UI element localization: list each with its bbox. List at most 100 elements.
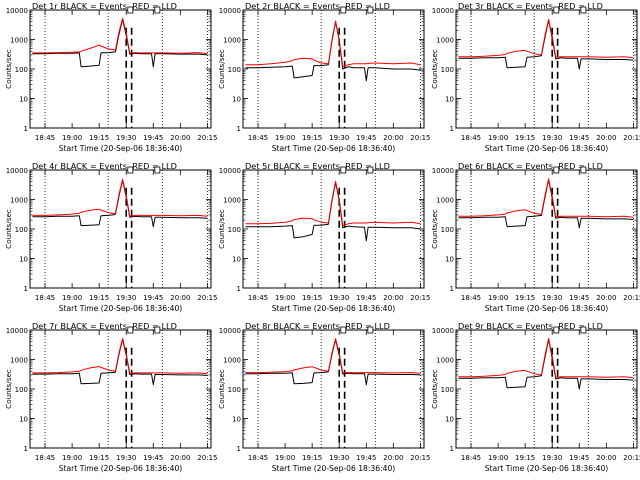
x-tick-label: 19:30 bbox=[116, 134, 136, 142]
x-axis-title: Start Time (20-Sep-06 18:36:40) bbox=[272, 144, 396, 153]
y-tick-label: 1 bbox=[450, 285, 454, 293]
x-tick-label: 19:30 bbox=[329, 454, 349, 462]
y-tick-label: 1000 bbox=[436, 37, 454, 45]
x-tick-label: 19:00 bbox=[275, 134, 295, 142]
x-tick-label: 20:00 bbox=[383, 134, 403, 142]
y-tick-label: 10000 bbox=[219, 327, 241, 335]
y-tick-label: 100 bbox=[15, 66, 28, 74]
y-axis-title: Counts/sec bbox=[4, 369, 13, 409]
x-tick-label: 19:30 bbox=[542, 134, 562, 142]
x-tick-label: 19:45 bbox=[143, 294, 163, 302]
x-tick-label: 19:45 bbox=[356, 134, 376, 142]
y-tick-label: 10000 bbox=[6, 327, 28, 335]
x-tick-label: 18:45 bbox=[35, 454, 55, 462]
y-tick-label: 10 bbox=[232, 416, 241, 424]
x-tick-label: 19:45 bbox=[356, 454, 376, 462]
panel-title: Det 2r BLACK = Events, RED = LLD bbox=[245, 1, 390, 11]
x-tick-label: 19:30 bbox=[116, 454, 136, 462]
x-tick-label: 19:00 bbox=[488, 454, 508, 462]
y-tick-label: 1 bbox=[24, 445, 28, 453]
top-marker bbox=[154, 166, 161, 174]
x-tick-label: 19:15 bbox=[515, 294, 535, 302]
y-tick-label: 100 bbox=[15, 386, 28, 394]
lld-series-line bbox=[32, 17, 208, 55]
events-series-line bbox=[245, 339, 421, 386]
events-series-line bbox=[245, 181, 421, 242]
y-tick-label: 100 bbox=[15, 226, 28, 234]
x-tick-label: 19:30 bbox=[329, 134, 349, 142]
y-tick-label: 10000 bbox=[6, 7, 28, 15]
panel-title: Det 9r BLACK = Events, RED = LLD bbox=[458, 321, 603, 331]
x-tick-label: 20:15 bbox=[197, 294, 217, 302]
detector-panel: Det 7r BLACK = Events, RED = LLD 1 10 100 10… bbox=[4, 321, 217, 473]
y-tick-label: 10 bbox=[19, 416, 28, 424]
y-tick-label: 1 bbox=[24, 285, 28, 293]
x-tick-label: 20:15 bbox=[410, 294, 430, 302]
lld-series-line bbox=[245, 180, 421, 227]
y-tick-label: 1 bbox=[237, 285, 241, 293]
x-tick-label: 20:15 bbox=[410, 134, 430, 142]
x-tick-label: 20:15 bbox=[197, 134, 217, 142]
x-axis-title: Start Time (20-Sep-06 18:36:40) bbox=[59, 144, 183, 153]
x-tick-label: 20:00 bbox=[596, 294, 616, 302]
x-tick-label: 20:15 bbox=[623, 134, 640, 142]
x-tick-label: 20:00 bbox=[170, 294, 190, 302]
top-marker bbox=[127, 6, 134, 14]
events-series-line bbox=[32, 18, 208, 68]
events-series-line bbox=[458, 19, 634, 70]
panel-title: Det 4r BLACK = Events, RED = LLD bbox=[32, 161, 177, 171]
x-tick-label: 20:15 bbox=[623, 454, 640, 462]
x-tick-label: 19:00 bbox=[275, 294, 295, 302]
top-marker bbox=[553, 166, 560, 174]
x-tick-label: 19:30 bbox=[116, 294, 136, 302]
y-tick-label: 100 bbox=[441, 66, 454, 74]
detector-panel: Det 9r BLACK = Events, RED = LLD 1 10 100 10… bbox=[430, 321, 640, 473]
y-axis-title: Counts/sec bbox=[217, 369, 226, 409]
y-axis-title: Counts/sec bbox=[430, 369, 439, 409]
y-tick-label: 1000 bbox=[223, 37, 241, 45]
detector-panel: Det 5r BLACK = Events, RED = LLD 1 10 100 10… bbox=[217, 161, 430, 313]
y-tick-label: 100 bbox=[441, 386, 454, 394]
y-axis-title: Counts/sec bbox=[217, 209, 226, 249]
lld-series-line bbox=[458, 18, 634, 59]
top-marker bbox=[553, 326, 560, 334]
y-tick-label: 10000 bbox=[432, 167, 454, 175]
x-tick-label: 19:15 bbox=[515, 454, 535, 462]
x-tick-label: 19:30 bbox=[542, 454, 562, 462]
top-marker bbox=[154, 6, 161, 14]
top-marker bbox=[367, 326, 374, 334]
y-tick-label: 1 bbox=[237, 445, 241, 453]
top-marker bbox=[340, 326, 347, 334]
y-tick-label: 100 bbox=[441, 226, 454, 234]
y-tick-label: 1 bbox=[450, 125, 454, 133]
y-tick-label: 10 bbox=[19, 96, 28, 104]
top-marker bbox=[580, 166, 587, 174]
x-tick-label: 20:15 bbox=[197, 454, 217, 462]
x-tick-label: 18:45 bbox=[248, 294, 268, 302]
x-tick-label: 19:45 bbox=[569, 294, 589, 302]
top-marker bbox=[553, 6, 560, 14]
x-tick-label: 19:15 bbox=[89, 294, 109, 302]
events-series-line bbox=[458, 338, 634, 390]
events-series-line bbox=[32, 179, 208, 228]
x-axis-title: Start Time (20-Sep-06 18:36:40) bbox=[272, 304, 396, 313]
x-tick-label: 18:45 bbox=[248, 134, 268, 142]
y-axis-title: Counts/sec bbox=[4, 49, 13, 89]
y-tick-label: 10000 bbox=[219, 167, 241, 175]
x-tick-label: 18:45 bbox=[248, 454, 268, 462]
y-axis-title: Counts/sec bbox=[430, 49, 439, 89]
x-tick-label: 19:15 bbox=[302, 294, 322, 302]
y-tick-label: 1000 bbox=[10, 357, 28, 365]
y-tick-label: 10000 bbox=[219, 7, 241, 15]
x-tick-label: 20:00 bbox=[383, 454, 403, 462]
plot-frame bbox=[242, 169, 425, 289]
y-tick-label: 10000 bbox=[6, 167, 28, 175]
y-tick-label: 10000 bbox=[432, 327, 454, 335]
x-tick-label: 19:30 bbox=[329, 294, 349, 302]
panel-title: Det 3r BLACK = Events, RED = LLD bbox=[458, 1, 603, 11]
panel-title: Det 5r BLACK = Events, RED = LLD bbox=[245, 161, 390, 171]
top-marker bbox=[127, 166, 134, 174]
x-tick-label: 18:45 bbox=[461, 454, 481, 462]
x-tick-label: 20:15 bbox=[623, 294, 640, 302]
